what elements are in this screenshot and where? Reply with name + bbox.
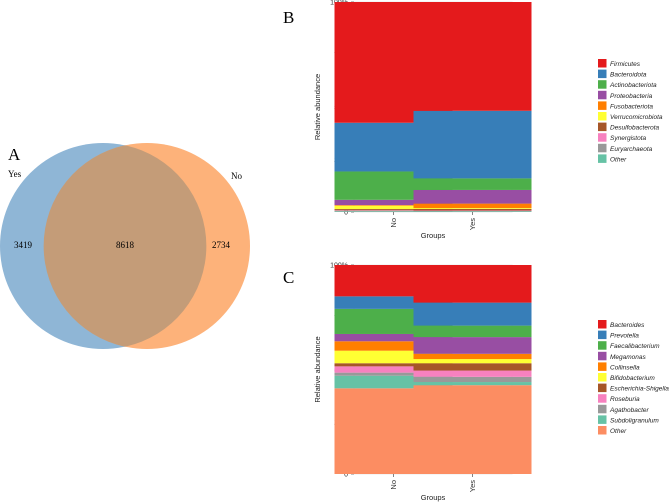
bar-segment: [334, 199, 453, 206]
legend-swatch: [598, 426, 607, 435]
legend-swatch: [598, 133, 607, 142]
y-tick-label: 0: [344, 210, 348, 217]
venn-label-no: No: [231, 171, 242, 181]
bar-segment: [413, 189, 532, 204]
bar-segment: [413, 2, 532, 111]
x-tick-label: No: [389, 218, 398, 228]
bar-segment: [413, 353, 532, 360]
legend-item: Other: [610, 428, 627, 435]
legend-swatch: [598, 112, 607, 121]
bar-segment: [334, 333, 453, 342]
legend-item: Megamonas: [610, 354, 647, 361]
legend-swatch: [598, 341, 607, 350]
bar-segment: [413, 337, 532, 354]
x-tick-label: Yes: [468, 218, 477, 230]
legend-swatch: [598, 404, 607, 414]
legend-swatch: [598, 351, 607, 361]
legend-item: Desulfobacterota: [610, 125, 660, 132]
legend-item: Agathobacter: [609, 407, 650, 414]
bar-segment: [334, 341, 453, 351]
bar-segment: [413, 110, 532, 179]
legend-item: Euryarchaeota: [610, 146, 653, 153]
venn-count-overlap: 8618: [116, 240, 135, 250]
y-axis-title: Relative abundance: [313, 74, 322, 140]
legend-swatch: [598, 415, 607, 424]
legend-swatch: [598, 373, 607, 382]
bar-segment: [413, 325, 532, 338]
legend-item: Bifidobacterium: [610, 375, 655, 382]
y-axis-title: Relative abundance: [313, 336, 322, 402]
bar-segment: [413, 363, 532, 371]
bar-segment: [334, 205, 453, 210]
bar-segment: [413, 385, 532, 474]
legend-item: Other: [610, 156, 627, 163]
legend-item: Synergistota: [610, 135, 647, 142]
legend-swatch: [598, 122, 607, 132]
legend-item: Verrucomicrobiota: [610, 114, 663, 121]
bar-segment: [334, 366, 453, 373]
legend-swatch: [598, 394, 607, 403]
legend-swatch: [598, 383, 607, 393]
legend-swatch: [598, 362, 607, 371]
venn-label-yes: Yes: [8, 169, 22, 179]
bar-segment: [413, 359, 532, 364]
legend-item: Collinsella: [610, 364, 640, 371]
bar-segment: [334, 205, 453, 206]
bar-segment: [413, 211, 532, 212]
panel-label-c: C: [283, 268, 294, 287]
legend-swatch: [598, 154, 607, 163]
legend-item: Proteobacteria: [610, 93, 653, 100]
bar-segment: [334, 211, 453, 212]
bar-segment: [413, 208, 532, 211]
bar-segment: [413, 302, 532, 326]
panel-label-b: B: [283, 8, 294, 27]
legend-swatch: [598, 90, 607, 100]
legend-item: Bacteroides: [610, 322, 645, 329]
y-tick-label: 0: [344, 472, 348, 479]
legend-swatch: [598, 143, 607, 153]
x-tick-label: No: [389, 480, 398, 490]
bar-segment: [413, 178, 532, 190]
legend-swatch: [598, 330, 607, 340]
bar-segment: [334, 372, 453, 376]
bar-segment: [413, 265, 532, 303]
x-axis-title: Groups: [421, 493, 446, 502]
x-axis-title: Groups: [421, 231, 446, 240]
legend-item: Escherichia-Shigella: [610, 386, 669, 393]
legend-swatch: [598, 80, 607, 89]
panel-label-a: A: [8, 145, 21, 164]
legend-item: Roseburia: [610, 396, 640, 403]
bar-segment: [413, 382, 532, 386]
legend-item: Subdoligranulum: [610, 417, 659, 424]
bar-segment: [413, 203, 532, 209]
legend-swatch: [598, 69, 607, 79]
legend-item: Actinobacteriota: [609, 82, 657, 89]
bar-segment: [413, 376, 532, 383]
bar-segment: [413, 370, 532, 377]
legend-item: Prevotella: [610, 333, 639, 340]
legend-item: Fusobacteriota: [610, 103, 653, 110]
bar-segment: [413, 208, 532, 209]
venn-count-no-only: 2734: [212, 240, 231, 250]
bar-segment: [334, 210, 453, 212]
venn-overlap: [43, 145, 207, 347]
legend-swatch: [598, 320, 607, 329]
bar-segment: [334, 363, 453, 367]
bar-segment: [334, 209, 453, 211]
legend-swatch: [598, 59, 607, 68]
legend-item: Faecalibacterium: [610, 343, 660, 350]
legend-swatch: [598, 101, 607, 110]
legend-item: Firmicutes: [610, 61, 641, 68]
legend-item: Bacteroidota: [610, 72, 647, 79]
x-tick-label: Yes: [468, 480, 477, 492]
venn-count-yes-only: 3419: [14, 240, 33, 250]
venn-diagram: Yes No 3419 8618 2734: [0, 143, 250, 349]
